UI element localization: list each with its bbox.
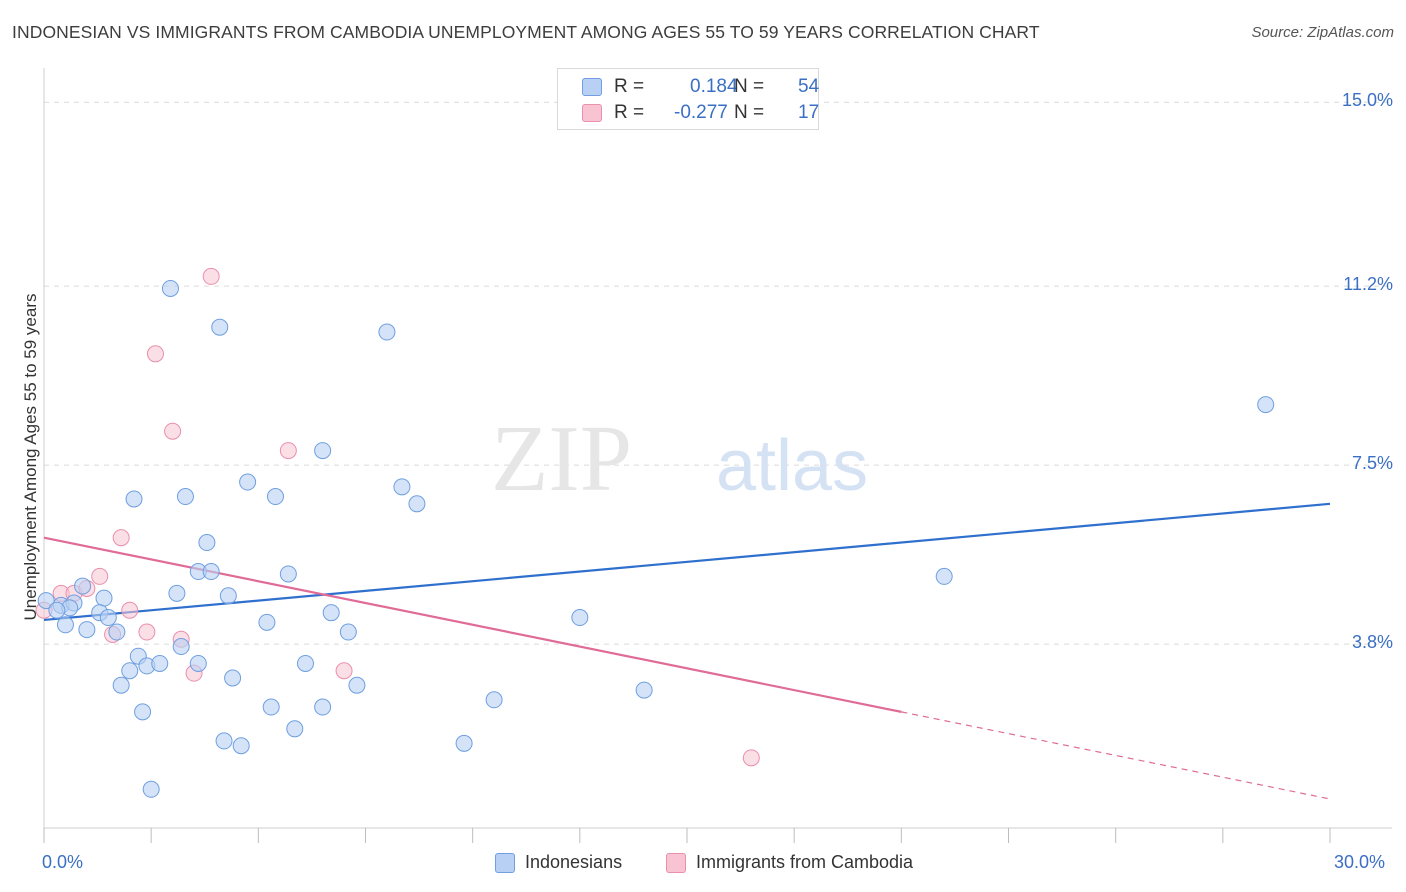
bottom-legend-label: Indonesians: [525, 852, 623, 872]
data-point-indonesians: [408, 495, 426, 513]
data-point-indonesians: [393, 478, 411, 496]
data-point-indonesians: [279, 565, 297, 583]
data-point-indonesians: [189, 654, 207, 672]
data-point-indonesians: [99, 609, 117, 627]
x-tick-label-min: 0.0%: [42, 852, 84, 872]
axis-layer: [43, 68, 1392, 843]
x-tick-label-max: 30.0%: [1334, 852, 1386, 872]
data-point-indonesians: [322, 604, 340, 622]
data-point-indonesians: [48, 601, 66, 619]
data-point-indonesians: [935, 567, 953, 585]
legend-r-value: 0.184: [690, 76, 738, 97]
data-point-indonesians: [239, 473, 257, 491]
trend-line-indonesians: [43, 502, 1331, 622]
data-point-indonesians: [485, 691, 503, 709]
trend-layer: [43, 502, 1331, 800]
data-point-indonesians: [168, 584, 186, 602]
legend-n-value: 54: [798, 76, 820, 97]
data-point-indonesians: [286, 720, 304, 738]
data-point-indonesians: [108, 623, 126, 641]
data-point-indonesians: [258, 613, 276, 631]
data-point-indonesians: [74, 577, 92, 595]
y-tick-label: 15.0%: [1341, 90, 1393, 111]
data-point-indonesians: [176, 488, 194, 506]
data-point-cambodia: [202, 267, 220, 285]
legend-r-label: R =: [614, 102, 645, 123]
watermark-atlas: atlas: [716, 426, 868, 506]
data-point-indonesians: [95, 589, 113, 607]
chart-title: INDONESIAN VS IMMIGRANTS FROM CAMBODIA U…: [12, 22, 1040, 42]
bottom-legend-swatch-pink: [666, 853, 686, 873]
data-point-indonesians: [142, 780, 160, 798]
bottom-legend-label: Immigrants from Cambodia: [696, 852, 914, 872]
data-point-indonesians: [202, 563, 220, 581]
data-point-indonesians: [215, 732, 233, 750]
correlation-legend: R = 0.184 N = 54 R = -0.277 N = 17: [557, 68, 819, 130]
legend-n-label: N =: [734, 76, 765, 97]
trend-line-cambodia: [43, 536, 902, 713]
data-point-cambodia: [146, 345, 164, 363]
data-point-indonesians: [314, 442, 332, 460]
data-point-indonesians: [296, 654, 314, 672]
data-point-indonesians: [635, 681, 653, 699]
bottom-legend-swatch-blue: [495, 853, 515, 873]
data-point-cambodia: [742, 749, 760, 767]
data-point-cambodia: [164, 422, 182, 440]
legend-n-label: N =: [734, 102, 765, 123]
data-point-indonesians: [151, 654, 169, 672]
data-point-indonesians: [455, 734, 473, 752]
data-point-indonesians: [224, 669, 242, 687]
watermark-layer: ZIP atlas: [491, 407, 868, 511]
points-layer: [35, 267, 1275, 798]
data-point-indonesians: [112, 676, 130, 694]
data-point-cambodia: [138, 623, 156, 641]
data-point-indonesians: [571, 609, 589, 627]
legend-r-label: R =: [614, 76, 645, 97]
data-point-indonesians: [219, 587, 237, 605]
legend-swatch-blue: [582, 78, 602, 96]
watermark-zip: ZIP: [491, 407, 632, 511]
data-point-indonesians: [121, 662, 139, 680]
data-point-indonesians: [314, 698, 332, 716]
data-point-indonesians: [56, 616, 74, 634]
data-point-indonesians: [348, 676, 366, 694]
data-point-cambodia: [121, 601, 139, 619]
data-point-cambodia: [335, 662, 353, 680]
y-tick-label: 11.2%: [1343, 274, 1393, 295]
data-point-indonesians: [211, 318, 229, 336]
data-point-indonesians: [78, 621, 96, 639]
data-point-cambodia: [91, 567, 109, 585]
data-point-indonesians: [1257, 396, 1275, 414]
data-point-indonesians: [125, 490, 143, 508]
grid-layer: [44, 101, 1392, 645]
data-point-indonesians: [161, 279, 179, 297]
y-tick-label: 7.5%: [1351, 453, 1393, 474]
data-point-indonesians: [232, 737, 250, 755]
data-point-indonesians: [134, 703, 152, 721]
data-point-indonesians: [378, 323, 396, 341]
data-point-indonesians: [172, 638, 190, 656]
legend-swatch-pink: [582, 104, 602, 122]
data-point-indonesians: [262, 698, 280, 716]
legend-r-value: -0.277: [674, 102, 728, 123]
data-point-cambodia: [112, 529, 130, 547]
data-point-indonesians: [339, 623, 357, 641]
source-label: Source: ZipAtlas.com: [1251, 24, 1394, 41]
data-point-indonesians: [266, 488, 284, 506]
data-point-indonesians: [37, 592, 55, 610]
data-point-cambodia: [279, 442, 297, 460]
trend-line-cambodia-extrapolated: [901, 711, 1331, 800]
y-axis-label: Unemployment Among Ages 55 to 59 years: [21, 293, 40, 621]
data-point-indonesians: [198, 534, 216, 552]
legend-n-value: 17: [798, 102, 820, 123]
y-tick-label: 3.8%: [1351, 632, 1393, 653]
